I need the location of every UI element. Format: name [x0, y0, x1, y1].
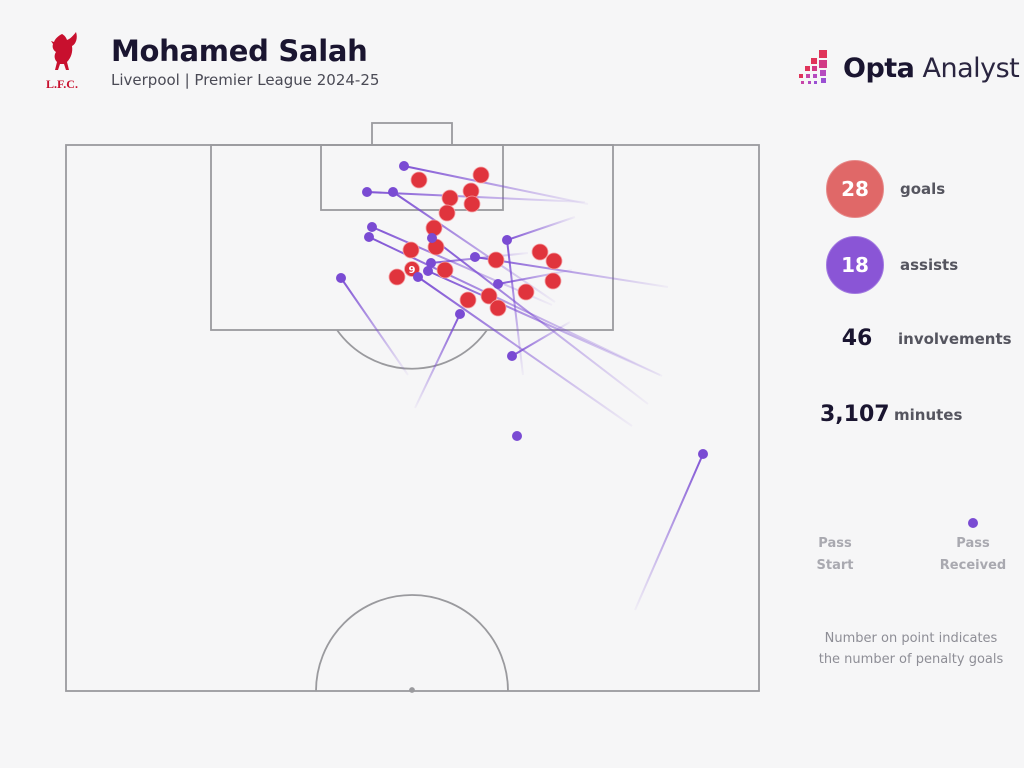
penalty-box — [210, 144, 614, 331]
goal-marker — [487, 251, 505, 269]
goal-marker — [388, 268, 406, 286]
center-spot — [409, 687, 415, 693]
goal-marker — [489, 299, 507, 317]
pass-received-dot — [502, 235, 512, 245]
goal-marker — [438, 204, 456, 222]
six-yard-box — [320, 144, 504, 211]
opta-analyst-logo: Opta Analyst — [797, 48, 1020, 88]
pass-received-dot — [512, 431, 522, 441]
assist-pass-line — [634, 453, 704, 611]
goal-marker — [517, 283, 535, 301]
goal-marker — [463, 195, 481, 213]
pass-received-dot — [455, 309, 465, 319]
pitch-lines — [65, 122, 760, 693]
pass-received-dot — [507, 351, 517, 361]
pass-received-dot — [470, 252, 480, 262]
goal — [371, 122, 453, 146]
pass-received-markers — [336, 161, 708, 459]
opta-logo-icon — [799, 50, 827, 84]
pass-received-dot — [426, 258, 436, 268]
goal-marker — [436, 261, 454, 279]
penalty-arc — [336, 329, 488, 370]
minutes-count: 3,107 — [820, 402, 890, 427]
assist-pass-line — [506, 216, 576, 241]
pass-received-dot — [698, 449, 708, 459]
goal-marker — [410, 171, 428, 189]
assist-pass-line — [392, 191, 556, 303]
assist-pass-line — [511, 321, 571, 357]
brand-light: Analyst — [922, 52, 1020, 84]
assist-pass-line — [340, 277, 409, 376]
legend-pass-start: Pass Start — [816, 536, 854, 573]
pitch-outline — [65, 144, 760, 692]
assists-label: assists — [900, 256, 959, 274]
stat-assists: 18 assists — [826, 236, 958, 294]
pass-received-dot — [399, 161, 409, 171]
pass-received-dot — [423, 266, 433, 276]
stat-involvements: 46 involvements — [826, 326, 1012, 351]
assist-pass-line — [427, 270, 661, 376]
assists-count: 18 — [826, 236, 884, 294]
penalty-note: Number on point indicates the number of p… — [818, 631, 1004, 667]
assist-pass-line — [497, 269, 573, 285]
center-circle — [315, 594, 509, 692]
subtitle: Liverpool | Premier League 2024-25 — [111, 71, 380, 89]
stat-goals: 28 goals — [826, 160, 945, 218]
goal-markers: 9 — [388, 166, 563, 317]
pass-received-dot — [336, 273, 346, 283]
goals-count: 28 — [826, 160, 884, 218]
assist-pass-line — [414, 313, 461, 409]
goal-marker — [545, 252, 563, 270]
goal-marker — [402, 241, 420, 259]
svg-text:L.F.C.: L.F.C. — [46, 77, 78, 91]
pass-received-dot — [413, 272, 423, 282]
goal-marker — [544, 272, 562, 290]
pass-received-dot — [388, 187, 398, 197]
pass-received-dot — [367, 222, 377, 232]
goal-marker — [531, 243, 549, 261]
lfc-crest-icon: L.F.C. — [46, 32, 78, 91]
legend-pass-received: Pass Received — [939, 536, 1007, 573]
goal-marker — [472, 166, 490, 184]
penalty-goal-count: 9 — [409, 265, 416, 276]
legend-received-dot — [968, 518, 978, 528]
involvements-count: 46 — [841, 326, 873, 351]
assist-passes — [340, 165, 704, 611]
pass-received-dot — [493, 279, 503, 289]
assist-pass-line — [417, 276, 633, 427]
assist-pass-line — [474, 256, 669, 288]
pass-received-dot — [427, 233, 437, 243]
minutes-label: minutes — [894, 405, 963, 424]
goal-marker — [459, 291, 477, 309]
goal-marker — [441, 189, 459, 207]
pass-received-dot — [364, 232, 374, 242]
goal-marker — [480, 287, 498, 305]
pass-received-dot — [362, 187, 372, 197]
player-name: Mohamed Salah — [111, 34, 368, 68]
brand-bold: Opta — [843, 52, 915, 84]
stat-minutes: 3,107 minutes — [820, 402, 963, 427]
assist-pass-line — [403, 165, 589, 205]
involvements-label: involvements — [898, 329, 1012, 348]
goals-label: goals — [900, 180, 946, 198]
